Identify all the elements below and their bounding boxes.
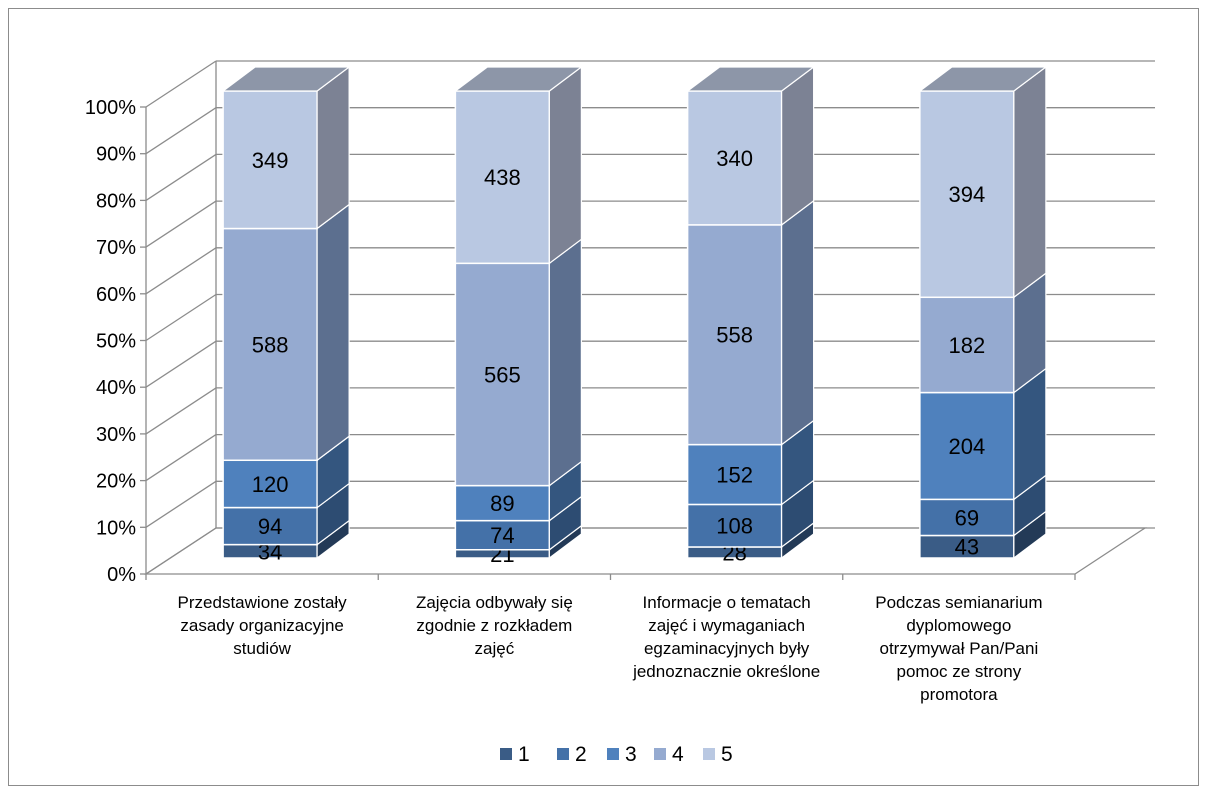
- y-tick-label: 60%: [96, 284, 136, 306]
- bar-segment: [686, 443, 783, 506]
- bar-segment: [222, 227, 318, 462]
- floor: [143, 527, 1148, 575]
- y-tick-label: 70%: [96, 237, 136, 259]
- data-label: 204: [949, 434, 986, 459]
- category-label: zajęć i wymaganiach: [648, 616, 805, 635]
- gridline-side: [145, 200, 217, 248]
- legend-swatch[interactable]: [607, 748, 619, 760]
- category-label: pomoc ze strony: [897, 662, 1022, 681]
- gridline-side: [145, 293, 217, 342]
- data-label: 182: [949, 333, 986, 358]
- category-label: zgodnie z rozkładem: [416, 616, 572, 635]
- bar-top: [453, 66, 584, 92]
- gridline-side: [145, 107, 217, 155]
- y-tick-label: 10%: [96, 517, 136, 539]
- category-label: studiów: [233, 639, 291, 658]
- legend-swatch[interactable]: [654, 748, 666, 760]
- category-label: dyplomowego: [906, 616, 1011, 635]
- category-label: zajęć: [475, 639, 515, 658]
- bar-segment-side: [316, 65, 350, 230]
- gridline-side: [145, 340, 217, 388]
- category-label: Przedstawione zostały: [178, 593, 348, 612]
- data-label: 438: [484, 165, 521, 190]
- data-label: 588: [252, 332, 289, 357]
- category-label: Podczas semianarium: [875, 593, 1042, 612]
- data-label: 565: [484, 362, 521, 387]
- y-tick-label: 30%: [96, 424, 136, 446]
- data-label: 94: [258, 514, 282, 539]
- gridline-side: [145, 60, 217, 108]
- bar-segment-side: [781, 199, 815, 446]
- legend-label[interactable]: 3: [625, 743, 637, 766]
- data-label: 120: [252, 472, 289, 497]
- bar-segment-side: [1013, 65, 1047, 299]
- bar-segment-side: [316, 203, 350, 462]
- data-label: 152: [716, 463, 753, 488]
- category-label: zasady organizacyjne: [180, 616, 343, 635]
- y-tick-label: 20%: [96, 471, 136, 493]
- bar-segment-side: [781, 65, 815, 227]
- y-tick-label: 100%: [85, 97, 136, 119]
- data-label: 69: [955, 505, 979, 530]
- y-tick-label: 0%: [107, 564, 136, 586]
- data-label: 74: [490, 523, 514, 548]
- gridline-side: [145, 434, 217, 482]
- bar-segment-side: [548, 65, 582, 265]
- bar-top: [685, 66, 816, 92]
- data-label: 108: [716, 514, 753, 539]
- legend-swatch[interactable]: [703, 748, 715, 760]
- category-label: promotora: [920, 685, 998, 704]
- data-label: 43: [955, 535, 979, 560]
- bar-segment: [919, 296, 1015, 394]
- gridline-side: [145, 387, 217, 435]
- legend-label[interactable]: 1: [518, 743, 530, 766]
- bar-segment-side: [548, 238, 582, 487]
- bar-segment: [454, 262, 551, 487]
- y-tick-label: 40%: [96, 377, 136, 399]
- bar-segment: [222, 459, 318, 509]
- category-label: Zajęcia odbywały się: [416, 593, 573, 612]
- gridline-side: [145, 153, 217, 201]
- y-tick-label: 90%: [96, 144, 136, 166]
- category-label: otrzymywał Pan/Pani: [880, 639, 1039, 658]
- legend-label[interactable]: 5: [721, 743, 733, 766]
- bar-top: [918, 66, 1048, 92]
- legend-swatch[interactable]: [500, 748, 512, 760]
- bar-top: [221, 66, 351, 92]
- legend-label[interactable]: 4: [672, 743, 684, 766]
- legend-swatch[interactable]: [557, 748, 569, 760]
- gridline-side: [145, 247, 217, 295]
- y-tick-label: 80%: [96, 190, 136, 212]
- legend-label[interactable]: 2: [575, 743, 587, 766]
- data-label: 89: [490, 491, 514, 516]
- bar-segment: [686, 90, 783, 226]
- y-tick-label: 50%: [96, 331, 136, 353]
- data-label: 394: [949, 182, 986, 207]
- bar-segment: [686, 224, 783, 446]
- data-label: 558: [716, 323, 753, 348]
- data-label: 349: [252, 148, 289, 173]
- bar-segment: [919, 391, 1015, 501]
- category-label: Informacje o tematach: [643, 593, 811, 612]
- data-label: 340: [716, 146, 753, 171]
- category-label: egzaminacyjnych były: [644, 639, 810, 658]
- category-label: jednoznacznie określone: [632, 662, 820, 681]
- gridline-side: [145, 480, 217, 528]
